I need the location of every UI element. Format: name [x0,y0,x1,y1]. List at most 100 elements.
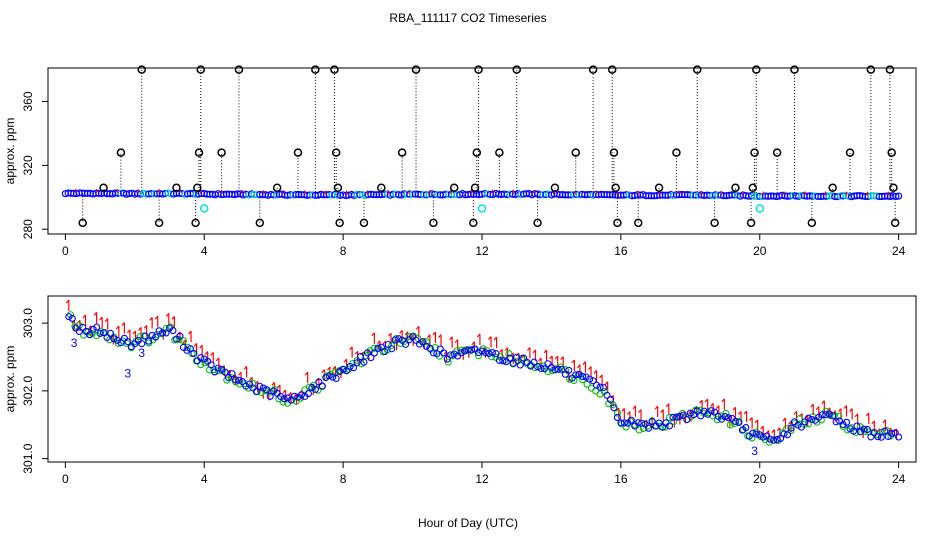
series-3-point [780,430,788,438]
series-2-point [796,415,804,423]
series-3-point [558,365,566,373]
series-1-tick [771,429,775,434]
x-tick-label: 8 [340,472,347,486]
y-tick-label: 320 [21,155,35,175]
series-1-tick [810,403,814,408]
cyan-point [477,204,487,213]
series-3-point [818,411,826,419]
series-2-point [665,413,674,422]
outlier-point [790,65,799,74]
series-1-tick [876,428,881,432]
series-2-point [505,350,513,358]
outlier-point [429,218,438,228]
series-3-point [311,385,319,393]
x-tick-label: 0 [62,472,69,486]
series-1-tick [404,331,409,336]
series-1-tick [632,405,636,410]
series-3-point [110,335,118,343]
series-3-point [398,336,406,344]
series-3-point [443,355,451,363]
series-3-point [860,425,868,433]
series-3-label: 3 [138,346,145,360]
series-2-point [839,423,847,431]
series-1-tick [354,350,359,355]
series-3-point [794,421,802,429]
series-3-point [169,327,177,335]
series-1-tick [576,364,581,369]
x-tick-label: 12 [475,244,489,258]
outlier-point [330,65,339,74]
series-2-point [175,335,183,344]
outlier-point [154,218,164,228]
series-3-point [516,361,524,369]
series-1-tick [126,329,131,334]
outlier-point [335,218,344,228]
series-3-point [888,430,896,438]
series-1-tick [704,398,709,403]
series-1-tick [271,381,275,386]
series-1-tick [165,312,170,317]
bottom-x-axis: 0 4 8 12 16 20 24 [62,461,906,486]
outlier-point [193,183,202,192]
series-1-tick [149,317,153,321]
series-3-point [436,345,444,353]
series-1-tick [321,369,325,373]
top-y-axis-label: approx. ppm [3,118,17,185]
outlier-point [512,65,521,74]
series-3-point [797,423,805,431]
series-3-point [627,416,635,424]
series-3-point [353,359,361,367]
series-3-point [843,418,851,426]
series-3-point [825,410,833,418]
series-1-tick [788,421,792,425]
series-3-point [360,358,368,366]
outlier-point [613,218,622,228]
bottom-x-axis-label: Hour of Day (UTC) [418,516,518,530]
series-3-point [252,387,260,396]
outlier-point [633,218,643,228]
outlier-point [331,148,341,157]
series-3-point [329,373,337,381]
series-3-point [658,423,667,431]
series-1-tick [738,411,742,415]
series-3-point [891,429,899,437]
outlier-point [672,148,681,157]
series-3-point [461,347,469,355]
outlier-point [752,65,761,74]
series-3-point [672,413,680,421]
cyan-point [199,204,209,213]
series-3-point [304,390,312,398]
x-tick-label: 20 [753,244,767,258]
series-3-point [572,371,580,379]
series-3-point [648,418,656,426]
series-1-tick [732,406,736,411]
series-3-point [773,435,781,443]
series-1-tick [438,334,442,339]
series-1-tick [532,349,536,354]
outlier-point [172,183,181,192]
y-tick-label: 302.0 [21,376,35,406]
outlier-point [866,65,876,74]
series-3-point [89,325,97,333]
series-3-point [620,419,628,427]
series-3-point [440,349,448,357]
series-1-tick [399,329,403,334]
series-2-point [765,438,773,446]
outlier-point [397,148,407,157]
series-1-tick [543,349,548,354]
series-3-point [238,378,246,386]
series-3-point [339,365,347,373]
series-1-tick [665,403,670,408]
series-3-point [766,435,774,443]
series-3-point [221,368,229,376]
series-3-point [235,376,243,384]
series-3-point [645,424,653,432]
series-3-point [429,349,437,357]
series-1-tick [138,326,142,331]
series-3-point [506,354,514,362]
series-3-point [447,351,455,359]
series-3-point [141,332,149,340]
series-1-tick [599,374,603,379]
outlier-point [710,218,719,228]
